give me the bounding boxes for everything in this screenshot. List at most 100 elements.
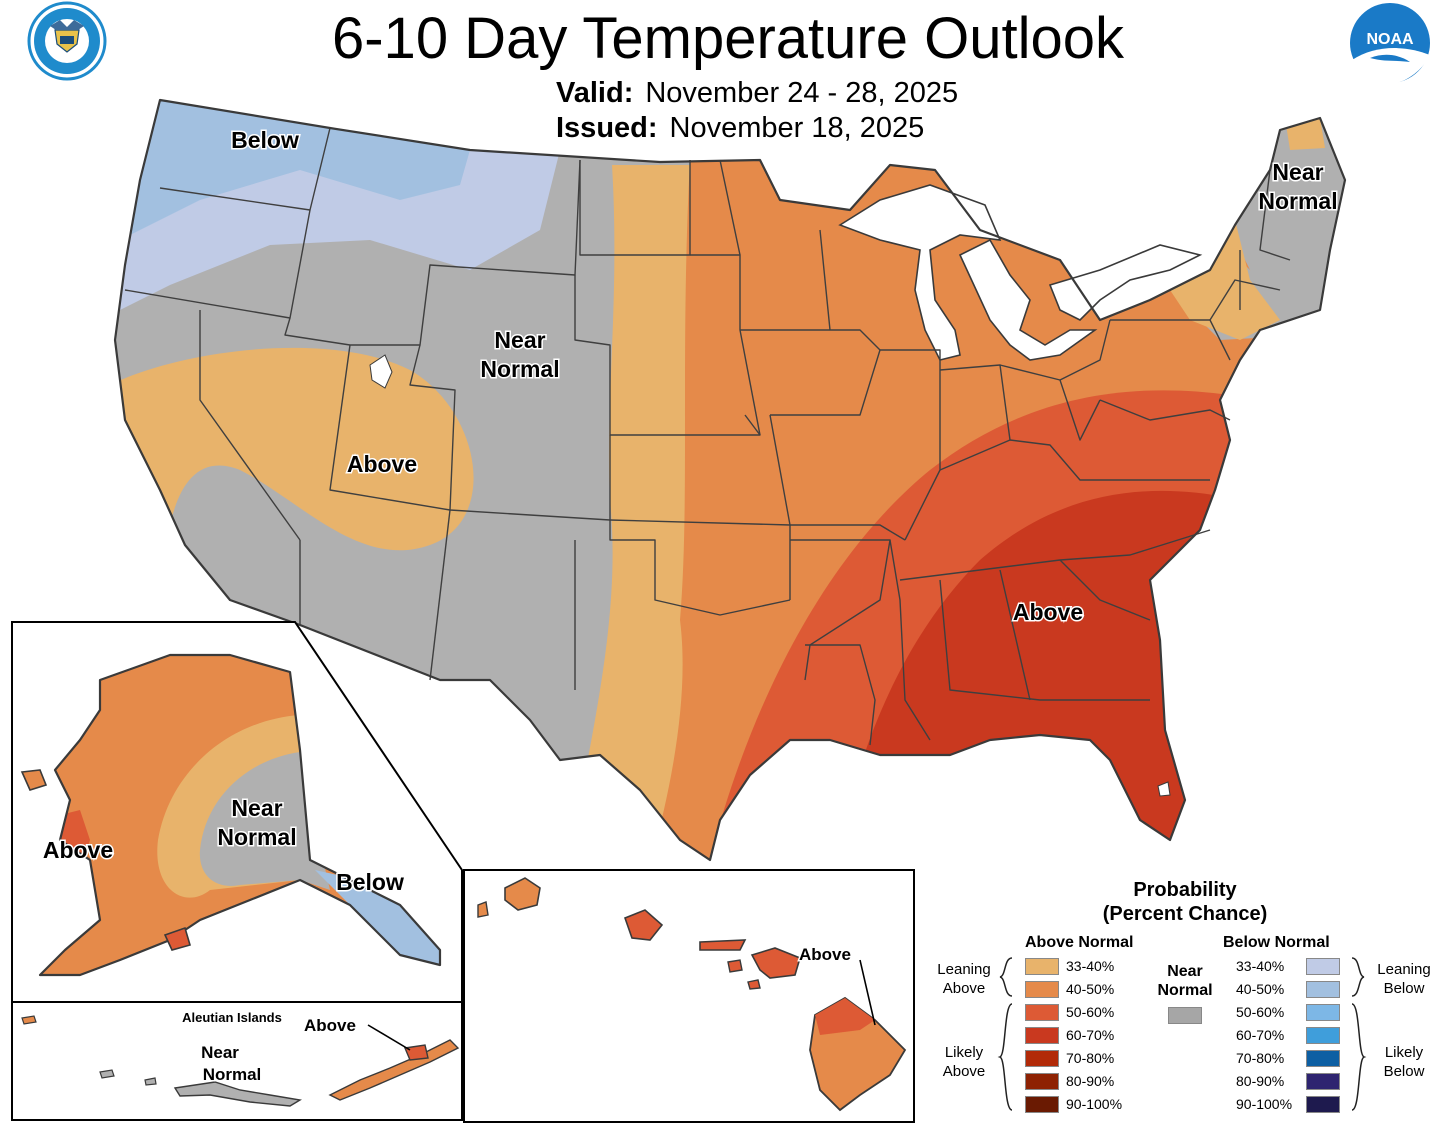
above-label-3: 50-60% <box>1066 1004 1115 1020</box>
valid-dates: November 24 - 28, 2025 <box>645 77 959 109</box>
legend-leaning-above: Leaning Above <box>930 960 998 998</box>
legend-title: Probability (Percent Chance) <box>1080 878 1290 926</box>
below-label-4: 60-70% <box>1236 1027 1285 1043</box>
state-boundaries <box>124 127 1291 746</box>
legend-likely-above: Likely Above <box>930 1043 998 1081</box>
commerce-seal-icon <box>27 1 107 81</box>
likely-above-line1: Likely <box>944 1044 984 1061</box>
label-central-near-top: Near <box>494 327 545 353</box>
page-title: 6-10 Day Temperature Outlook <box>331 6 1124 71</box>
label-alaska-southeast: Below <box>336 869 404 895</box>
leaning-below-line1: Leaning <box>1377 961 1431 978</box>
below-swatch-4 <box>1306 1027 1340 1044</box>
leaning-below-line2: Below <box>1383 980 1425 997</box>
issued-date: November 18, 2025 <box>669 112 925 144</box>
above-label-5: 70-80% <box>1066 1050 1115 1066</box>
noaa-logo-text: NOAA <box>1366 31 1414 48</box>
great-salt-lake <box>369 354 393 389</box>
above-swatch-1 <box>1025 958 1059 975</box>
above-swatch-2 <box>1025 981 1059 998</box>
st-lawrence-island <box>20 769 48 791</box>
below-swatch-1 <box>1306 958 1340 975</box>
below-swatch-2 <box>1306 981 1340 998</box>
below-swatch-6 <box>1306 1073 1340 1090</box>
above-swatch-4 <box>1025 1027 1059 1044</box>
lanai <box>727 959 743 973</box>
above-swatch-6 <box>1025 1073 1059 1090</box>
above-swatch-3 <box>1025 1004 1059 1021</box>
legend-title-line2: (Percent Chance) <box>1102 903 1268 925</box>
lake-michigan-huron <box>958 238 1098 361</box>
below-swatch-5 <box>1306 1050 1340 1067</box>
below-label-3: 50-60% <box>1236 1004 1285 1020</box>
alaska-below-zone <box>315 870 440 975</box>
hawaii-islands <box>477 877 907 1112</box>
near-normal-line2: Normal <box>1157 982 1213 999</box>
kodiak-island <box>163 926 191 951</box>
label-hawaii: Above <box>799 945 851 964</box>
below-40-zone <box>115 100 470 240</box>
label-aleutian-near-bottom: Normal <box>203 1065 262 1084</box>
above-label-2: 40-50% <box>1066 981 1115 997</box>
kauai <box>504 877 541 911</box>
above-label-7: 90-100% <box>1066 1096 1123 1112</box>
likely-below-line1: Likely <box>1384 1044 1424 1061</box>
below-label-5: 70-80% <box>1236 1050 1285 1066</box>
above-label-4: 60-70% <box>1066 1027 1115 1043</box>
alaska-near-zone <box>199 752 330 890</box>
valid-label: Valid: <box>556 77 634 109</box>
molokai <box>699 939 747 951</box>
label-alaska-near-bottom: Normal <box>217 824 296 850</box>
kahoolawe <box>747 979 761 990</box>
below-swatch-7 <box>1306 1096 1340 1113</box>
great-lakes <box>838 184 1002 361</box>
lake-okeechobee <box>1157 781 1171 797</box>
below-label-1: 33-40% <box>1236 958 1285 974</box>
above-label-1: 33-40% <box>1066 958 1115 974</box>
below-label-7: 90-100% <box>1236 1096 1293 1112</box>
below-label-6: 80-90% <box>1236 1073 1285 1089</box>
legend-near-normal: Near Normal <box>1145 962 1225 1000</box>
label-northeast-near-bottom: Normal <box>1258 188 1337 214</box>
niihau <box>477 901 489 918</box>
label-southwest: Above <box>347 451 417 477</box>
below-label-2: 40-50% <box>1236 981 1285 997</box>
southwest-above-zone <box>115 347 474 600</box>
label-alaska-near-top: Near <box>231 795 282 821</box>
likely-above-line2: Above <box>942 1063 986 1080</box>
label-central-near-bottom: Normal <box>480 356 559 382</box>
legend-above-header: Above Normal <box>1025 934 1134 951</box>
leaning-above-line1: Leaning <box>937 961 991 978</box>
aleutian-above-pointer <box>367 1024 411 1051</box>
alaska-map <box>20 653 442 977</box>
label-alaska-west: Above <box>43 837 113 863</box>
near-normal-line1: Near <box>1167 963 1203 980</box>
legend-leaning-below: Leaning Below <box>1370 960 1438 998</box>
maui <box>750 947 801 979</box>
conus-coastline <box>113 98 1347 862</box>
above-swatch-7 <box>1025 1096 1059 1113</box>
label-aleutian-above: Above <box>304 1016 356 1035</box>
label-aleutian-title: Aleutian Islands <box>182 1010 282 1025</box>
leaning-above-line2: Above <box>942 980 986 997</box>
legend-title-line1: Probability <box>1133 879 1237 901</box>
likely-below-line2: Below <box>1383 1063 1425 1080</box>
oahu <box>623 909 664 941</box>
aleutian-islands <box>21 1015 460 1107</box>
label-northwest: Below <box>231 127 299 153</box>
alaska-coastline <box>38 653 442 977</box>
label-northeast-near-top: Near <box>1272 159 1323 185</box>
hawaii-above-pointer <box>859 959 876 1026</box>
issued-label: Issued: <box>556 112 658 144</box>
above-swatch-5 <box>1025 1050 1059 1067</box>
near-normal-swatch <box>1168 1007 1202 1024</box>
valid-dates-line: Valid: November 24 - 28, 2025 <box>556 76 958 110</box>
below-swatch-3 <box>1306 1004 1340 1021</box>
legend-likely-below: Likely Below <box>1370 1043 1438 1081</box>
legend-below-header: Below Normal <box>1223 934 1330 951</box>
noaa-logo-icon: NOAA <box>1350 3 1430 84</box>
issued-date-line: Issued: November 18, 2025 <box>556 111 924 145</box>
label-aleutian-near-top: Near <box>201 1043 239 1062</box>
label-southeast: Above <box>1013 599 1083 625</box>
